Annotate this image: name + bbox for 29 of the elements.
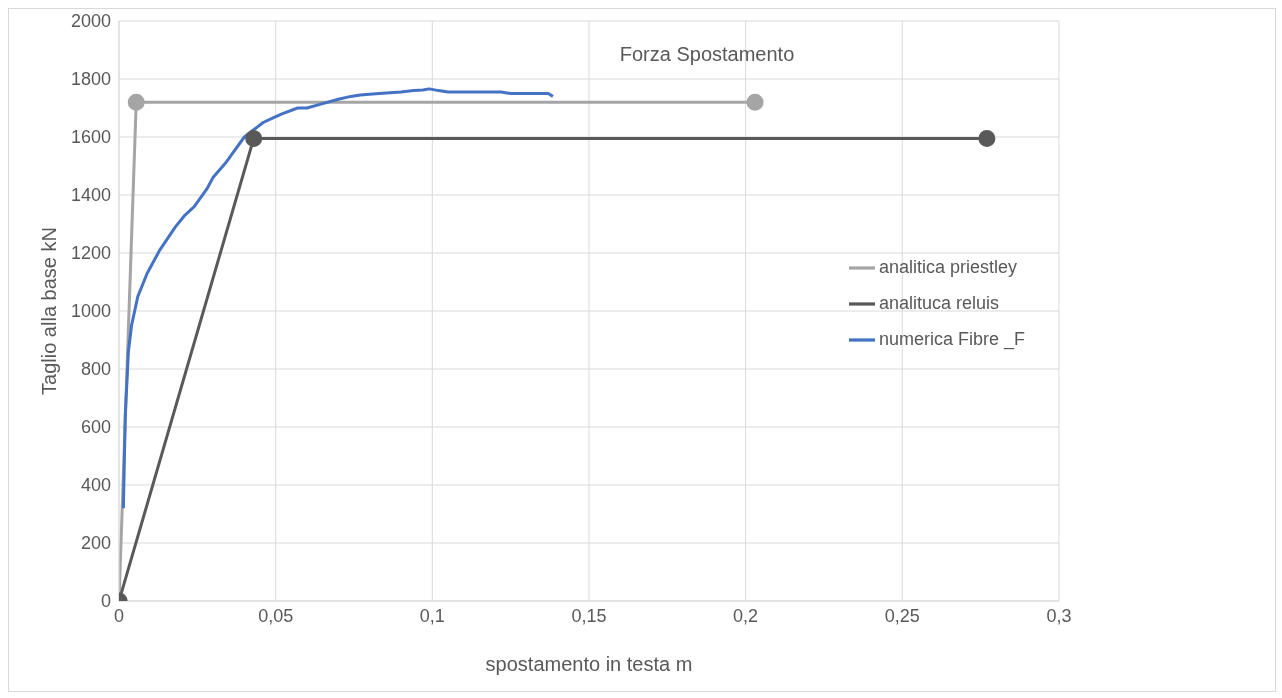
x-tick-label: 0,25: [884, 605, 920, 626]
x-tick-label: 0,15: [571, 605, 607, 626]
line-series: [121, 87, 555, 510]
legend-label: analituca reluis: [878, 293, 1000, 313]
legend-label: numerica Fibre _F: [878, 329, 1025, 349]
x-tick-label: 0,1: [419, 605, 445, 626]
point: [245, 129, 263, 147]
y-tick-label: 400: [80, 475, 111, 496]
y-tick-label: 1200: [70, 243, 111, 264]
x-axis-title: spostamento in testa m: [485, 653, 693, 675]
x-tick-label: 0,3: [1046, 605, 1072, 626]
x-tick-label: 0,2: [733, 605, 759, 626]
y-tick-label: 600: [80, 417, 111, 438]
text: Forza Spostamento: [618, 43, 796, 66]
y-tick-label: 1800: [70, 69, 111, 90]
point: [127, 93, 145, 111]
y-tick-label: 1600: [70, 127, 111, 148]
x-tick-label: 0,05: [258, 605, 294, 626]
legend-label: analitica priestley: [878, 257, 1018, 277]
y-tick-label: 2000: [70, 11, 111, 32]
y-tick-label: 800: [80, 359, 111, 380]
point: [746, 93, 764, 111]
x-tick-label: 0: [113, 605, 125, 626]
y-tick-label: 1000: [70, 301, 111, 322]
y-tick-label: 200: [80, 533, 111, 554]
y-tick-label: 0: [100, 591, 111, 612]
point: [978, 129, 996, 147]
y-axis-title: Taglio alla base kN: [38, 227, 61, 395]
y-tick-label: 1400: [70, 185, 111, 206]
